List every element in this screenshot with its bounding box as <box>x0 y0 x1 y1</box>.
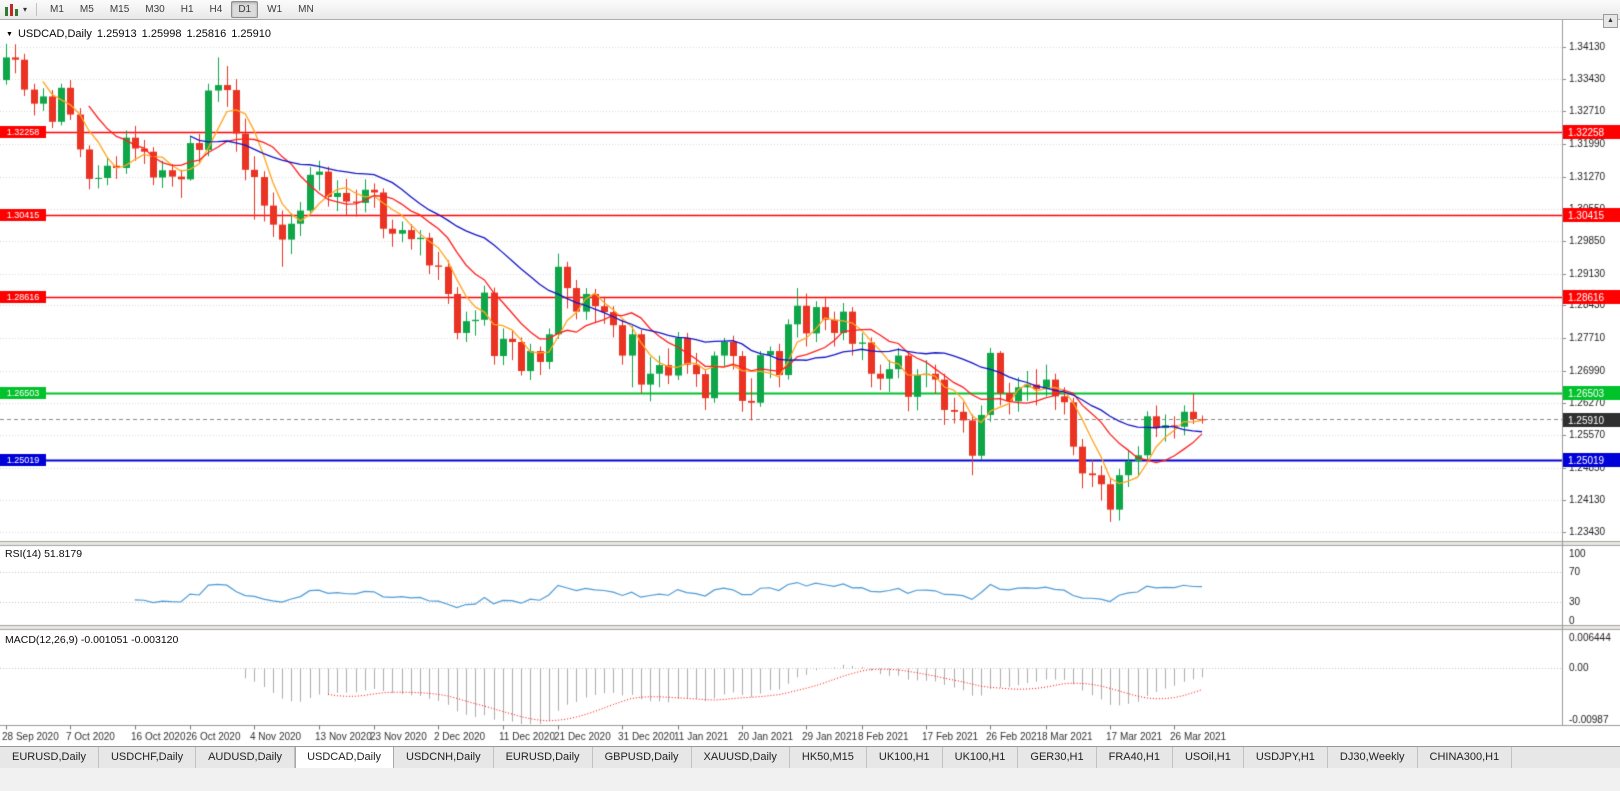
tab-usdchf-daily[interactable]: USDCHF,Daily <box>99 747 197 768</box>
dropdown-caret-icon[interactable]: ▾ <box>23 5 28 14</box>
bottom-strip <box>0 768 1620 791</box>
chart-symbol-period: USDCAD,Daily <box>17 28 92 40</box>
timeframe-button-d1[interactable]: D1 <box>231 1 259 18</box>
timeframe-button-w1[interactable]: W1 <box>267 4 283 15</box>
tab-usdcnh-daily[interactable]: USDCNH,Daily <box>394 747 494 768</box>
timeframe-button-mn[interactable]: MN <box>298 4 314 15</box>
bar-low-value: 1.25816 <box>186 28 227 40</box>
tab-eurusd-daily[interactable]: EURUSD,Daily <box>0 747 99 768</box>
timeframe-button-m15[interactable]: M15 <box>109 4 130 15</box>
timeframe-button-m30[interactable]: M30 <box>145 4 165 15</box>
timeframe-button-m1[interactable]: M1 <box>50 4 64 15</box>
price-chart-canvas[interactable] <box>0 20 1620 746</box>
rsi-indicator-label: RSI(14) 51.8179 <box>5 548 83 560</box>
tab-usdjpy-h1[interactable]: USDJPY,H1 <box>1244 747 1328 768</box>
tab-fra40-h1[interactable]: FRA40,H1 <box>1097 747 1173 768</box>
tab-xauusd-daily[interactable]: XAUUSD,Daily <box>692 747 790 768</box>
tab-usoil-h1[interactable]: USOil,H1 <box>1173 747 1244 768</box>
tab-dj30-weekly[interactable]: DJ30,Weekly <box>1328 747 1418 768</box>
tab-uk100-h1[interactable]: UK100,H1 <box>867 747 943 768</box>
tab-ger30-h1[interactable]: GER30,H1 <box>1018 747 1097 768</box>
tab-hk50-m15[interactable]: HK50,M15 <box>790 747 867 768</box>
chart-scroll-up-button[interactable]: ▲ <box>1603 14 1618 28</box>
chart-type-icon[interactable] <box>4 3 22 16</box>
timeframe-button-h1[interactable]: H1 <box>180 4 194 15</box>
tab-china300-h1[interactable]: CHINA300,H1 <box>1418 747 1513 768</box>
tab-audusd-daily[interactable]: AUDUSD,Daily <box>196 747 296 768</box>
toolbar-separator <box>36 3 38 16</box>
chart-window: ▼ USDCAD,Daily 1.25913 1.25998 1.25816 1… <box>0 20 1620 746</box>
chart-title: ▼ USDCAD,Daily 1.25913 1.25998 1.25816 1… <box>6 28 271 40</box>
chart-tab-bar: EURUSD,Daily USDCHF,Daily AUDUSD,Daily USDC… <box>0 746 1620 768</box>
chart-menu-icon[interactable]: ▼ <box>6 30 13 38</box>
tab-gbpusd-daily[interactable]: GBPUSD,Daily <box>593 747 692 768</box>
timeframe-button-m5[interactable]: M5 <box>79 4 94 15</box>
bar-close-value: 1.25910 <box>231 28 271 40</box>
tab-usdcad-daily[interactable]: USDCAD,Daily <box>295 747 395 768</box>
top-toolbar: ▾ M1 M5 M15 M30 H1 H4 D1 W1 MN <box>0 0 1620 20</box>
macd-indicator-label: MACD(12,26,9) -0.001051 -0.003120 <box>5 634 179 646</box>
tab-eurusd-daily[interactable]: EURUSD,Daily <box>494 747 593 768</box>
tab-uk100-h1[interactable]: UK100,H1 <box>943 747 1019 768</box>
bar-high-value: 1.25998 <box>141 28 182 40</box>
bar-open-value: 1.25913 <box>96 28 137 40</box>
timeframe-toolbar: M1 M5 M15 M30 H1 H4 D1 W1 MN <box>42 1 322 18</box>
timeframe-button-h4[interactable]: H4 <box>209 4 223 15</box>
